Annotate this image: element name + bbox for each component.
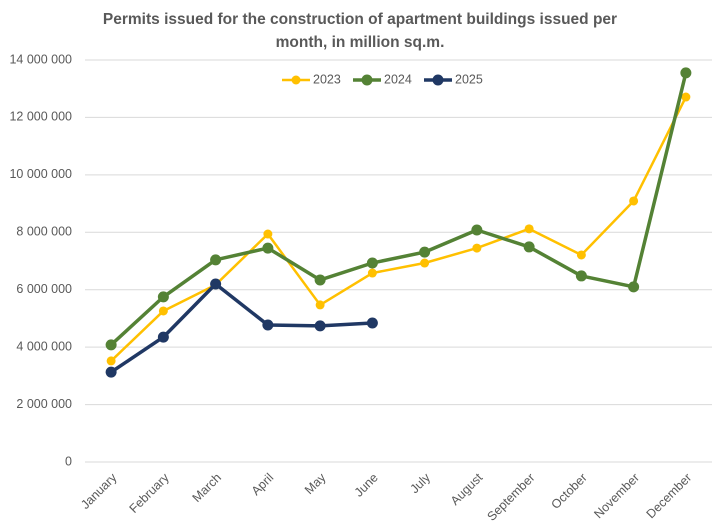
point: [366, 257, 378, 269]
x-tick-label: March: [190, 471, 224, 505]
y-tick-label: 0: [65, 454, 72, 468]
x-tick-label: May: [302, 470, 329, 497]
point: [105, 339, 117, 351]
x-tick-label: October: [548, 471, 589, 512]
point: [628, 281, 640, 293]
y-tick-label: 10 000 000: [9, 167, 72, 181]
x-tick-label: January: [78, 470, 120, 512]
y-tick-label: 8 000 000: [16, 225, 72, 239]
point: [366, 317, 378, 329]
legend-marker: [291, 75, 301, 85]
point: [210, 254, 222, 266]
y-tick-label: 14 000 000: [9, 52, 72, 66]
x-tick-label: April: [249, 471, 277, 499]
legend-label: 2025: [455, 72, 483, 86]
point: [471, 224, 483, 236]
series-line: [110, 96, 687, 362]
point: [157, 331, 169, 343]
x-tick-label: July: [407, 470, 433, 496]
y-tick-label: 12 000 000: [9, 110, 72, 124]
legend-label: 2024: [384, 72, 412, 86]
x-tick-label: December: [644, 471, 695, 522]
x-tick-label: August: [448, 470, 486, 508]
point: [419, 246, 431, 258]
point: [314, 274, 326, 286]
point: [105, 366, 117, 378]
point: [158, 306, 168, 316]
point: [681, 92, 691, 102]
point: [523, 241, 535, 253]
legend-label: 2023: [313, 72, 341, 86]
series-line: [110, 282, 373, 374]
legend-marker: [361, 74, 373, 86]
point: [680, 67, 692, 79]
point: [524, 224, 534, 234]
point: [629, 196, 639, 206]
y-tick-label: 2 000 000: [16, 397, 72, 411]
point: [210, 278, 222, 290]
x-tick-label: February: [127, 470, 173, 516]
point: [157, 291, 169, 303]
point: [576, 250, 586, 260]
point: [262, 242, 274, 254]
y-tick-label: 6 000 000: [16, 282, 72, 296]
y-tick-label: 4 000 000: [16, 339, 72, 353]
point: [263, 229, 273, 239]
point: [314, 320, 326, 332]
chart-title: Permits issued for the construction of a…: [102, 11, 618, 51]
x-tick-label: September: [484, 471, 537, 524]
point: [367, 268, 377, 278]
point: [262, 319, 274, 331]
x-tick-label: June: [352, 471, 381, 500]
point: [420, 258, 430, 268]
x-tick-label: November: [591, 471, 642, 522]
point: [315, 300, 325, 310]
series-line: [109, 72, 688, 347]
legend-marker: [432, 74, 444, 86]
point: [575, 270, 587, 282]
point: [472, 243, 482, 253]
point: [106, 356, 116, 366]
